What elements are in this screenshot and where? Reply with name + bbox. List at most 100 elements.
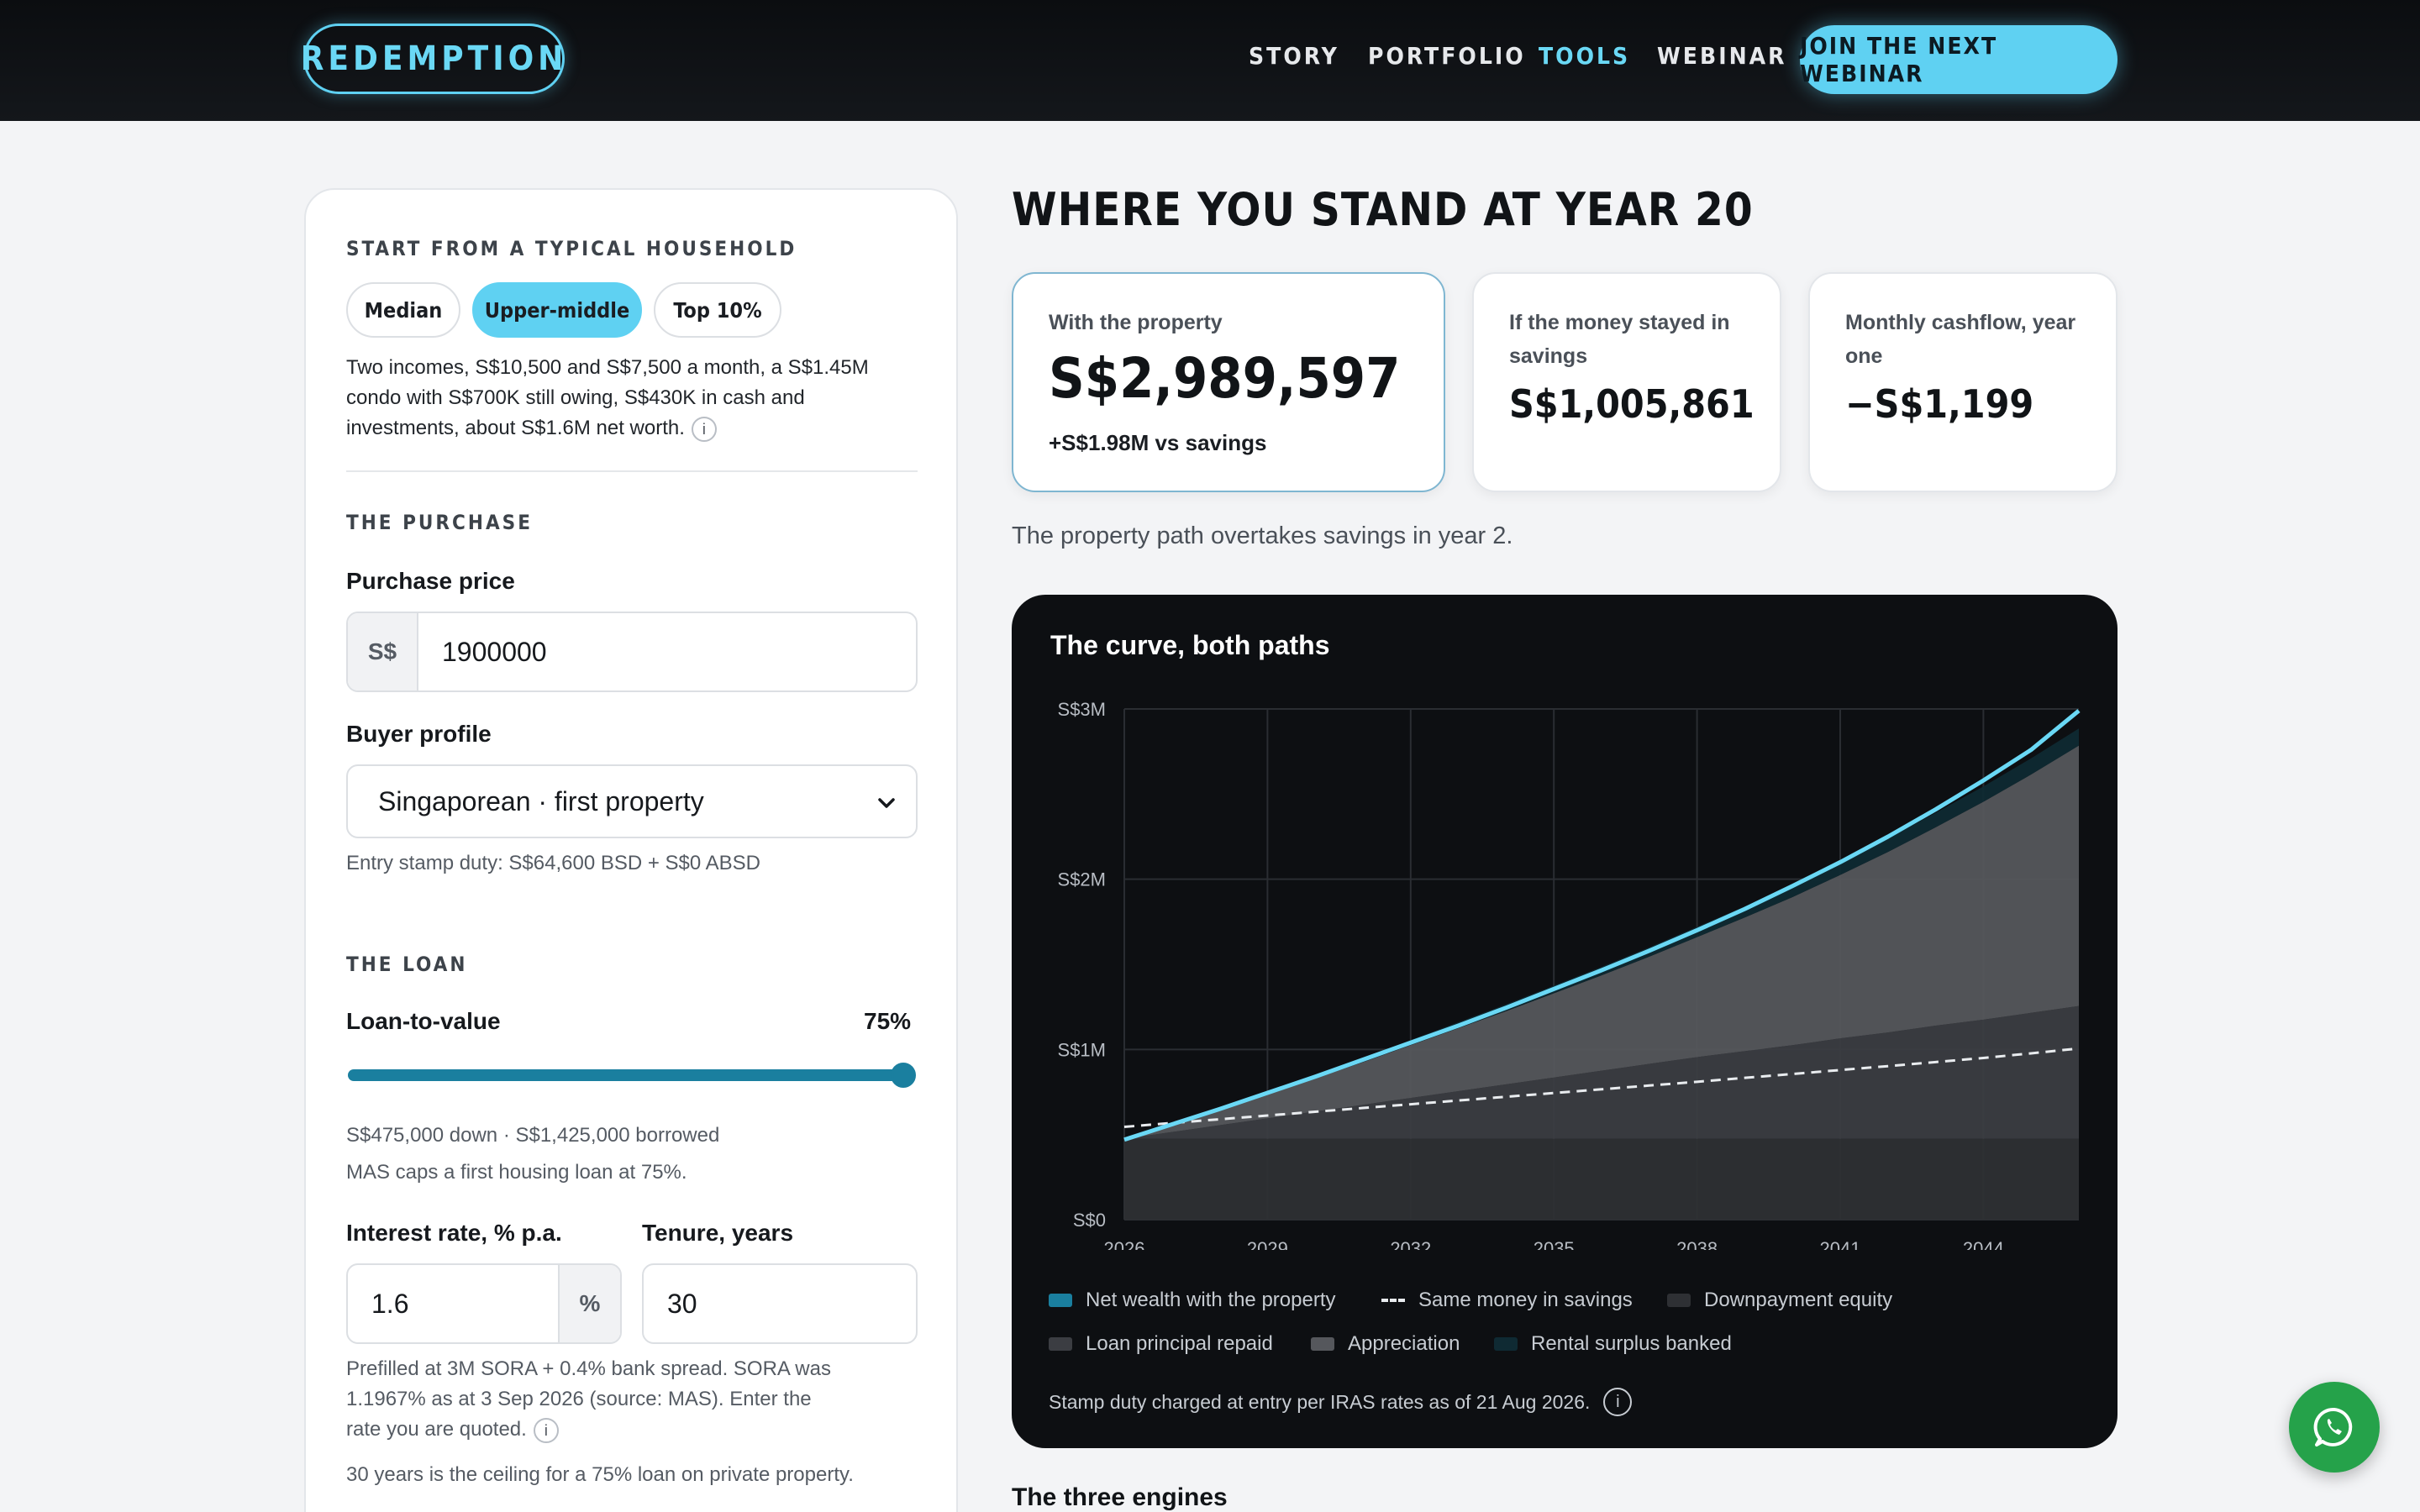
x-tick-label: 2038	[1676, 1238, 1718, 1250]
stamp-duty-footnote: Stamp duty charged at entry per IRAS rat…	[1049, 1388, 1633, 1416]
legend-swatch	[1667, 1294, 1691, 1307]
currency-prefix: S$	[348, 613, 418, 690]
tenure-label: Tenure, years	[642, 1220, 794, 1246]
legend-appreciation[interactable]: Appreciation	[1311, 1332, 1460, 1356]
prefill-note-text: rate you are quoted.	[346, 1418, 527, 1441]
tenure-field[interactable]: 30	[642, 1263, 918, 1344]
y-tick-label: S$0	[1073, 1210, 1106, 1231]
top-navbar: REDEMPTION STORY PORTFOLIO TOOLS WEBINAR…	[0, 0, 2420, 121]
legend-label: Loan principal repaid	[1086, 1332, 1273, 1355]
info-icon[interactable]: i	[533, 1417, 559, 1443]
calculator-inputs-panel: START FROM A TYPICAL HOUSEHOLD Median Up…	[304, 188, 958, 1512]
footnote-text: Stamp duty charged at entry per IRAS rat…	[1049, 1390, 1591, 1413]
legend-swatch	[1494, 1337, 1518, 1351]
info-icon[interactable]: i	[691, 416, 717, 442]
three-engines-heading: The three engines	[1012, 1483, 1228, 1511]
wealth-chart: S$0 S$1M S$2M S$3M 2026 2029 2032 2035 2038 2041 2…	[1058, 699, 2081, 1250]
prefill-note-line-2: 1.1967% as at 3 Sep 2026 (source: MAS). …	[346, 1388, 812, 1410]
x-tick-label: 2035	[1534, 1238, 1575, 1250]
legend-label: Appreciation	[1348, 1332, 1460, 1355]
household-description: Two incomes, S$10,500 and S$7,500 a mont…	[346, 353, 884, 444]
area-appreciation	[1124, 745, 2079, 1139]
prefill-note-line-3: rate you are quoted. i	[346, 1415, 559, 1445]
legend-swatch	[1311, 1337, 1334, 1351]
preset-upper-middle-chip[interactable]: Upper-middle	[472, 282, 642, 338]
preset-median-chip[interactable]: Median	[346, 282, 460, 338]
legend-label: Rental surplus banked	[1531, 1332, 1732, 1355]
legend-savings[interactable]: Same money in savings	[1381, 1289, 1633, 1312]
y-tick-label: S$2M	[1058, 869, 1106, 890]
ltv-slider-track[interactable]	[348, 1069, 904, 1081]
y-tick-label: S$1M	[1058, 1039, 1106, 1060]
savings-label: If the money stayed in savings	[1509, 306, 1730, 373]
area-loan-principal-repaid	[1124, 1005, 2079, 1139]
ltv-value: 75%	[864, 1008, 912, 1034]
cashflow-label-line-2: one	[1845, 344, 1883, 368]
area-downpayment-equity	[1124, 1138, 2079, 1220]
legend-swatch	[1381, 1299, 1405, 1302]
savings-line	[1123, 1047, 2080, 1129]
savings-value: S$1,005,861	[1509, 381, 1754, 427]
overtake-note: The property path overtakes savings in y…	[1012, 522, 1513, 549]
cashflow-label-line-1: Monthly cashflow, year	[1845, 311, 2076, 334]
interest-rate-value[interactable]: 1.6	[371, 1288, 409, 1319]
preset-top-10-chip[interactable]: Top 10%	[654, 282, 781, 338]
percent-suffix: %	[558, 1265, 620, 1342]
x-tick-label: 2032	[1390, 1238, 1431, 1250]
purchase-heading: THE PURCHASE	[346, 511, 533, 534]
wealth-chart-card: The curve, both paths S$0 S$1M S$2M S$3M 202…	[1012, 595, 2118, 1448]
savings-label-line-1: If the money stayed in	[1509, 311, 1730, 334]
legend-swatch	[1049, 1337, 1072, 1351]
ltv-slider-knob[interactable]	[891, 1063, 916, 1088]
section-divider	[346, 470, 918, 472]
nav-link-portfolio[interactable]: PORTFOLIO	[1368, 42, 1526, 70]
loan-heading: THE LOAN	[346, 953, 468, 976]
x-tick-label: 2029	[1247, 1238, 1288, 1250]
cashflow-value: −S$1,199	[1845, 381, 2034, 427]
purchase-price-value[interactable]: 1900000	[442, 636, 547, 667]
x-tick-label: 2041	[1820, 1238, 1861, 1250]
buyer-profile-select[interactable]: Singaporean · first property	[346, 764, 918, 838]
with-property-value: S$2,989,597	[1049, 346, 1401, 411]
purchase-price-field[interactable]: S$ 1900000	[346, 612, 918, 692]
savings-card: If the money stayed in savings S$1,005,8…	[1472, 272, 1781, 492]
nav-link-webinar[interactable]: WEBINAR	[1657, 42, 1787, 70]
chart-title: The curve, both paths	[1050, 630, 1330, 660]
legend-principal[interactable]: Loan principal repaid	[1049, 1332, 1273, 1356]
interest-rate-field[interactable]: 1.6 %	[346, 1263, 622, 1344]
legend-rental[interactable]: Rental surplus banked	[1494, 1332, 1732, 1356]
y-tick-label: S$3M	[1058, 699, 1106, 720]
buyer-profile-value: Singaporean · first property	[378, 785, 704, 816]
tenure-value[interactable]: 30	[667, 1288, 697, 1319]
chevron-down-icon	[878, 798, 895, 808]
interest-rate-label: Interest rate, % p.a.	[346, 1220, 562, 1246]
with-property-card: With the property S$2,989,597 +S$1.98M v…	[1012, 272, 1445, 492]
cashflow-label: Monthly cashflow, year one	[1845, 306, 2075, 373]
whatsapp-icon	[2313, 1407, 2353, 1446]
mas-cap-note: MAS caps a first housing loan at 75%.	[346, 1161, 687, 1184]
legend-label: Downpayment equity	[1704, 1289, 1893, 1311]
stamp-duty-note: Entry stamp duty: S$64,600 BSD + S$0 ABS…	[346, 852, 760, 874]
with-property-label: With the property	[1049, 311, 1223, 334]
legend-downpayment[interactable]: Downpayment equity	[1667, 1289, 1892, 1312]
net-wealth-line	[1123, 709, 2081, 1142]
buyer-profile-label: Buyer profile	[346, 721, 492, 747]
household-heading: START FROM A TYPICAL HOUSEHOLD	[346, 237, 797, 260]
legend-label: Net wealth with the property	[1086, 1289, 1336, 1311]
vs-savings-delta: +S$1.98M vs savings	[1049, 430, 1267, 455]
legend-label: Same money in savings	[1418, 1289, 1633, 1311]
household-description-text: Two incomes, S$10,500 and S$7,500 a mont…	[346, 356, 869, 439]
nav-link-story[interactable]: STORY	[1249, 42, 1339, 70]
legend-swatch	[1049, 1294, 1072, 1307]
purchase-price-label: Purchase price	[346, 568, 515, 594]
brand-logo[interactable]: REDEMPTION	[301, 24, 565, 94]
legend-net-wealth[interactable]: Net wealth with the property	[1049, 1289, 1335, 1312]
results-title: WHERE YOU STAND AT YEAR 20	[1012, 183, 1754, 236]
savings-label-line-2: savings	[1509, 344, 1588, 368]
whatsapp-chat-button[interactable]	[2289, 1382, 2380, 1473]
join-webinar-button[interactable]: JOIN THE NEXT WEBINAR	[1800, 25, 2118, 94]
nav-link-tools[interactable]: TOOLS	[1539, 42, 1631, 70]
ltv-label: Loan-to-value	[346, 1008, 501, 1034]
info-icon[interactable]: i	[1603, 1388, 1633, 1416]
x-tick-label: 2026	[1104, 1238, 1145, 1250]
